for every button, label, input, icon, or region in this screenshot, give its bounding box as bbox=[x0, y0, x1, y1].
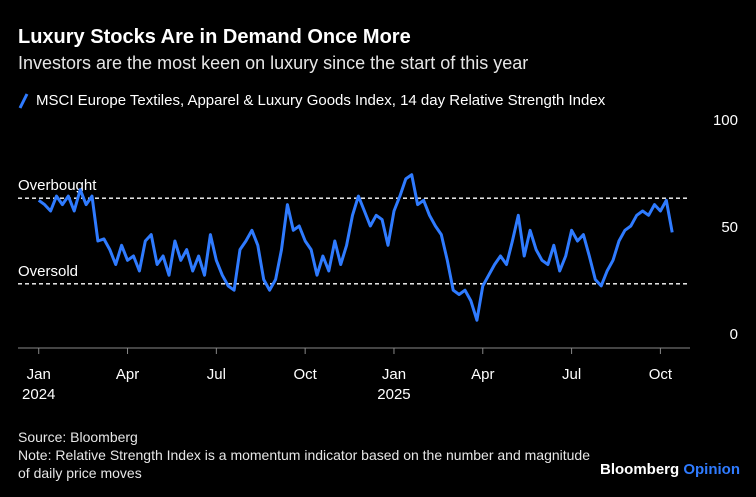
y-tick-label: 50 bbox=[721, 219, 738, 236]
brand-name: Bloomberg bbox=[600, 461, 680, 478]
y-tick-label: 0 bbox=[730, 326, 738, 343]
reference-label: Oversold bbox=[18, 263, 78, 280]
x-tick-label: Jul bbox=[207, 366, 226, 383]
x-tick-label: Jan bbox=[27, 366, 51, 383]
brand-section: Opinion bbox=[683, 461, 740, 478]
x-tick-label: Apr bbox=[116, 366, 139, 383]
note: Note: Relative Strength Index is a momen… bbox=[18, 447, 590, 481]
series-line bbox=[37, 173, 674, 322]
chart-subtitle: Investors are the most keen on luxury si… bbox=[18, 53, 529, 73]
x-year-label: 2024 bbox=[22, 386, 55, 403]
reference-label: Overbought bbox=[18, 177, 97, 194]
x-tick-label: Jul bbox=[562, 366, 581, 383]
y-tick-label: 100 bbox=[713, 112, 738, 129]
x-tick-label: Jan bbox=[382, 366, 406, 383]
chart-title: Luxury Stocks Are in Demand Once More bbox=[18, 26, 411, 48]
source: Source: Bloomberg bbox=[18, 429, 138, 445]
x-tick-label: Oct bbox=[293, 366, 317, 383]
x-tick-label: Oct bbox=[649, 366, 673, 383]
x-tick-label: Apr bbox=[471, 366, 494, 383]
legend-swatch bbox=[18, 93, 29, 109]
legend-label: MSCI Europe Textiles, Apparel & Luxury G… bbox=[36, 92, 606, 109]
x-year-label: 2025 bbox=[377, 386, 410, 403]
brand: Bloomberg Opinion bbox=[600, 461, 740, 478]
chart: MSCI Europe Textiles, Apparel & Luxury G… bbox=[18, 92, 738, 403]
